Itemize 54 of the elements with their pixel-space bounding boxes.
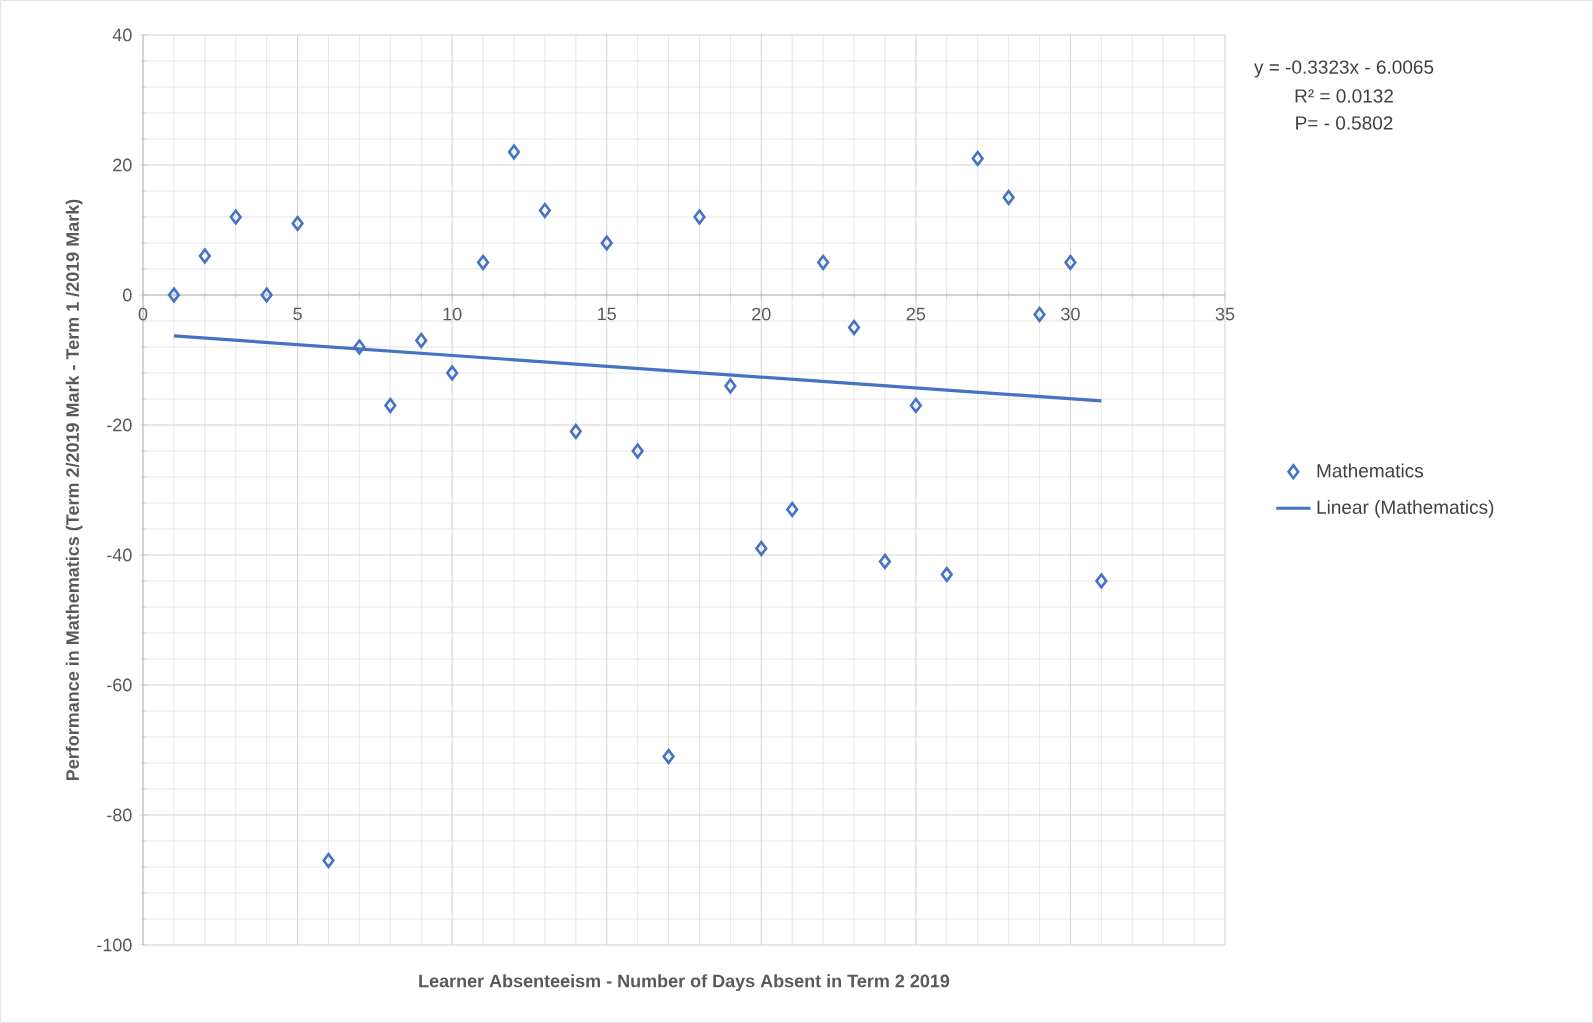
point bbox=[817, 254, 830, 271]
y-tick-label: 40 bbox=[112, 28, 132, 42]
y-axis-title: Performance in Mathematics (Term 2/2019 Mark - Term 1 /2019 Mark) bbox=[65, 199, 83, 781]
point bbox=[198, 248, 211, 264]
x-tick-label: 30 bbox=[1061, 307, 1080, 321]
y-tick-label: -60 bbox=[107, 678, 132, 692]
x-tick-label: 15 bbox=[598, 307, 616, 321]
point bbox=[415, 332, 428, 349]
point bbox=[384, 397, 397, 414]
point bbox=[878, 553, 892, 570]
point bbox=[1002, 189, 1015, 206]
legend-label: Linear (Mathematics) bbox=[1317, 499, 1494, 518]
point bbox=[786, 501, 799, 518]
y-tick-label: 0 bbox=[123, 288, 132, 302]
point bbox=[724, 378, 737, 394]
point bbox=[260, 287, 273, 303]
x-tick-label: 20 bbox=[752, 307, 771, 321]
x-axis-title: Learner Absenteeism - Number of Days Absent in Term 2 2019 bbox=[419, 974, 950, 991]
point bbox=[507, 144, 521, 160]
point bbox=[353, 339, 366, 355]
point bbox=[1095, 573, 1108, 589]
point bbox=[971, 150, 984, 167]
point bbox=[322, 852, 335, 869]
point bbox=[940, 566, 953, 583]
x-tick-label: 0 bbox=[138, 307, 148, 321]
point bbox=[569, 423, 582, 440]
point bbox=[693, 209, 706, 225]
point bbox=[631, 443, 644, 459]
point bbox=[662, 748, 675, 765]
point bbox=[538, 202, 551, 219]
point bbox=[1033, 306, 1046, 323]
point bbox=[847, 319, 861, 336]
y-tick-label: -100 bbox=[97, 938, 132, 952]
x-tick-label: 5 bbox=[293, 307, 302, 321]
point bbox=[167, 287, 181, 303]
x-tick-label: 25 bbox=[906, 307, 926, 321]
point bbox=[909, 397, 922, 414]
point bbox=[755, 540, 768, 557]
x-tick-label: 10 bbox=[443, 307, 462, 321]
point bbox=[229, 209, 242, 225]
y-tick-label: 20 bbox=[113, 158, 132, 172]
y-tick-label: -80 bbox=[107, 808, 132, 822]
point bbox=[600, 235, 613, 251]
text: R² = 0.0132 bbox=[1295, 89, 1393, 103]
point bbox=[446, 365, 459, 381]
text: y = -0.3323x - 6.0065 bbox=[1254, 60, 1434, 78]
y-tick-label: -20 bbox=[107, 418, 132, 432]
y-tick-label: -40 bbox=[107, 548, 132, 562]
x-tick-label: 35 bbox=[1215, 307, 1235, 321]
point bbox=[476, 254, 490, 271]
point bbox=[1064, 254, 1077, 271]
point bbox=[291, 215, 304, 232]
legend-label: Mathematics bbox=[1317, 463, 1424, 478]
text: P= - 0.5802 bbox=[1296, 116, 1393, 130]
